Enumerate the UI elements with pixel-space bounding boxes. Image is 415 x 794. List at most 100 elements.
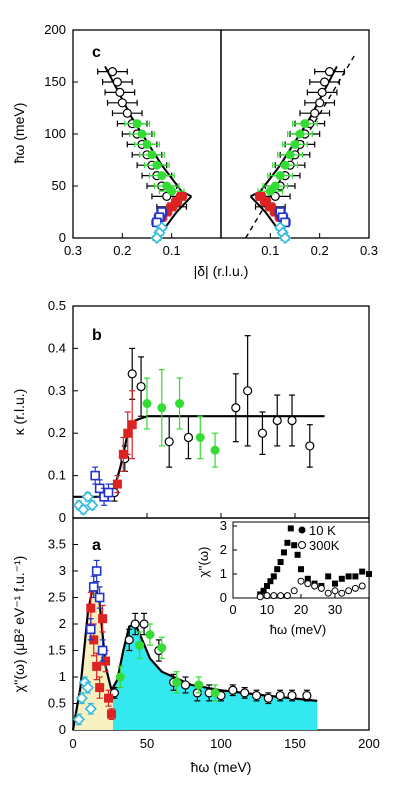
data-point bbox=[251, 690, 262, 701]
x-tick-label: 0.2 bbox=[311, 243, 329, 258]
data-point bbox=[132, 119, 142, 129]
y-tick-label: 0 bbox=[59, 722, 66, 737]
panel-b-ylabel: κ (r.l.u.) bbox=[11, 389, 27, 436]
panel-c-right-frame bbox=[220, 29, 370, 239]
data-point bbox=[112, 77, 123, 87]
panel-b-label: b bbox=[92, 327, 102, 344]
inset-point-10k bbox=[264, 583, 270, 589]
inset-frame bbox=[232, 521, 370, 599]
inset-point-300k bbox=[263, 592, 271, 600]
data-point bbox=[98, 614, 108, 624]
inset-point-10k bbox=[284, 539, 291, 546]
data-point bbox=[81, 490, 94, 503]
data-point bbox=[104, 693, 114, 703]
inset-point-300k bbox=[317, 584, 325, 592]
y-tick-label: 0.2 bbox=[48, 425, 66, 440]
y-tick-label: 50 bbox=[52, 178, 66, 193]
data-point bbox=[85, 624, 96, 635]
data-point bbox=[240, 688, 250, 698]
data-point bbox=[118, 449, 128, 459]
x-tick-label: 0.3 bbox=[64, 243, 82, 258]
y-tick-label: 100 bbox=[44, 126, 66, 141]
data-point bbox=[210, 445, 220, 455]
data-point bbox=[157, 403, 167, 413]
inset-point-300k bbox=[283, 592, 291, 600]
y-tick-label: 2 bbox=[59, 616, 66, 631]
data-point bbox=[175, 399, 185, 409]
inset-point-300k bbox=[297, 577, 305, 585]
panel-c-label: c bbox=[92, 44, 101, 61]
data-point bbox=[290, 139, 300, 149]
data-point bbox=[177, 191, 187, 201]
data-point bbox=[257, 428, 268, 438]
inset-x-tick-label: 30 bbox=[328, 602, 342, 617]
data-point bbox=[94, 592, 105, 603]
inset-x-tick-label: 20 bbox=[294, 602, 308, 617]
data-point bbox=[77, 503, 90, 516]
y-tick-label: 200 bbox=[44, 22, 66, 37]
data-point bbox=[142, 399, 152, 409]
panel-b-marks bbox=[72, 335, 325, 516]
data-point bbox=[263, 693, 273, 703]
data-point bbox=[130, 619, 140, 629]
data-point bbox=[194, 680, 204, 690]
data-point bbox=[275, 690, 285, 701]
data-point bbox=[91, 566, 102, 576]
panel-a-y-ticks: 0 0.5 1 1.5 2 2.5 3 3.5 bbox=[48, 537, 78, 737]
data-point bbox=[195, 432, 205, 442]
y-tick-label: 0 bbox=[59, 230, 66, 245]
inset-point-10k bbox=[352, 573, 359, 580]
data-point bbox=[107, 66, 118, 77]
data-point bbox=[136, 381, 146, 392]
y-tick-label: 3 bbox=[59, 563, 66, 578]
inset-point-10k bbox=[366, 571, 372, 577]
data-point bbox=[152, 217, 162, 228]
y-tick-label: 0.5 bbox=[48, 696, 66, 711]
data-point bbox=[275, 171, 285, 181]
inset-point-300k bbox=[277, 592, 285, 600]
inset-point-10k bbox=[291, 542, 298, 549]
inset-point-10k bbox=[345, 573, 352, 580]
inset-point-10k bbox=[325, 573, 332, 580]
data-point bbox=[72, 713, 86, 726]
data-point bbox=[265, 186, 275, 196]
data-point bbox=[106, 709, 116, 719]
data-point bbox=[86, 603, 96, 613]
inset-y-tick-label: 1 bbox=[220, 566, 227, 581]
data-point bbox=[88, 582, 99, 592]
inset-point-300k bbox=[311, 582, 319, 590]
inset-point-300k bbox=[351, 584, 359, 592]
panel-b-y-ticks: 0 0.1 0.2 0.3 0.4 0.5 bbox=[48, 298, 296, 525]
data-point bbox=[172, 677, 182, 687]
data-point bbox=[152, 160, 162, 170]
inset-legend-10k-marker bbox=[298, 526, 306, 534]
data-point bbox=[305, 441, 315, 451]
panel-c-ylabel: ħω (meV) bbox=[11, 103, 27, 164]
data-point bbox=[167, 186, 177, 196]
shaded-area-high-energy bbox=[112, 624, 318, 730]
panel-a-marks bbox=[71, 559, 318, 731]
inset-legend-300k-marker bbox=[298, 541, 306, 549]
fit-curve bbox=[73, 415, 325, 498]
data-point bbox=[117, 98, 127, 108]
inset-ylabel: χ''(ω) bbox=[196, 547, 211, 578]
x-tick-label: 0.2 bbox=[113, 243, 131, 258]
data-point bbox=[300, 119, 310, 129]
data-point bbox=[272, 415, 282, 426]
panel-a-xlabel: ħω (meV) bbox=[191, 759, 252, 775]
data-point bbox=[315, 98, 325, 108]
data-point bbox=[123, 428, 133, 438]
data-point bbox=[135, 640, 145, 650]
x-tick-label: 0.1 bbox=[261, 243, 279, 258]
inset-point-10k bbox=[277, 559, 284, 565]
y-tick-label: 1.5 bbox=[48, 643, 66, 658]
data-point bbox=[164, 437, 174, 447]
inset-y-tick-label: 0 bbox=[220, 590, 227, 605]
inset-point-300k bbox=[331, 587, 339, 595]
inset-legend-300k: 300K bbox=[309, 538, 340, 553]
data-point bbox=[324, 66, 335, 77]
inset-point-10k bbox=[270, 573, 277, 580]
panel-a-label: a bbox=[92, 537, 101, 554]
